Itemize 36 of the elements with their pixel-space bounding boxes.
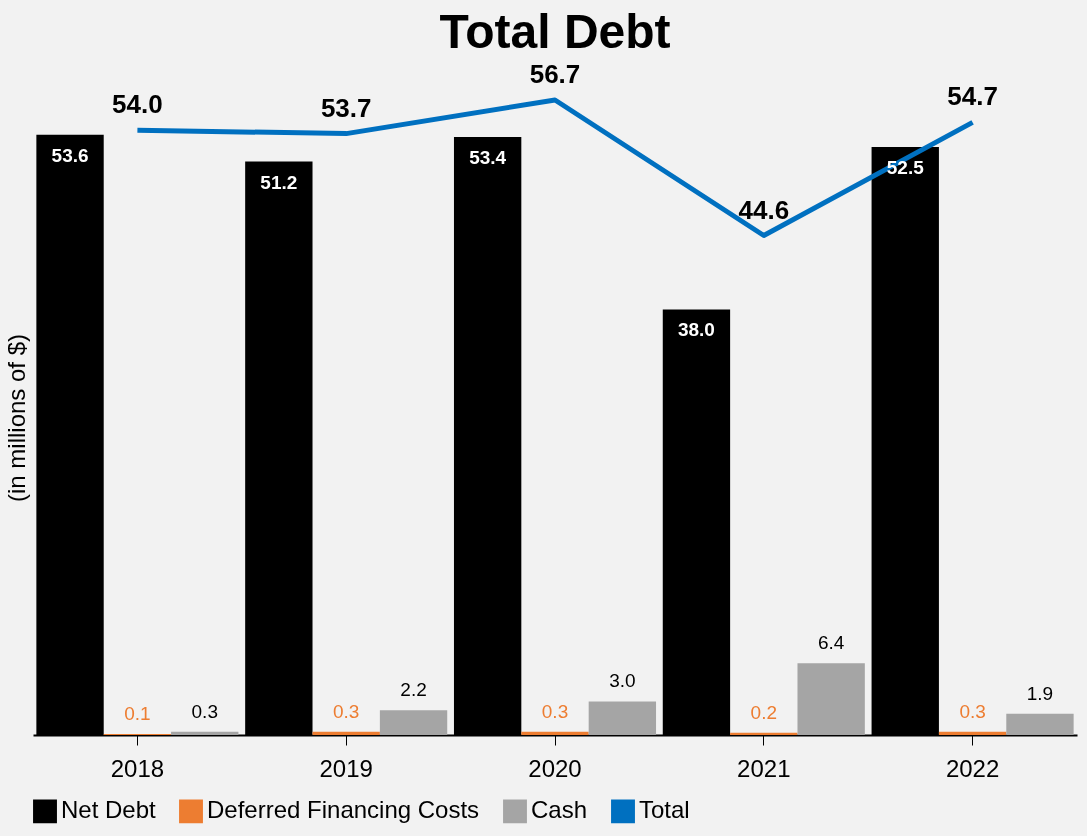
bar bbox=[1006, 713, 1074, 735]
data-label: 0.3 bbox=[332, 700, 360, 722]
y-axis-title: (in millions of $) bbox=[2, 333, 30, 503]
data-label: 53.4 bbox=[469, 146, 507, 168]
data-label: 51.2 bbox=[260, 171, 298, 193]
data-label: 53.7 bbox=[320, 92, 372, 123]
bar bbox=[521, 731, 589, 735]
data-label: 52.5 bbox=[886, 157, 925, 179]
legend-label: Deferred Financing Costs bbox=[207, 796, 480, 824]
data-label: 0.3 bbox=[959, 700, 986, 722]
legend-label: Net Debt bbox=[61, 796, 157, 824]
data-label: 54.7 bbox=[947, 81, 998, 112]
data-label: 1.9 bbox=[1026, 682, 1054, 704]
bar bbox=[797, 663, 865, 735]
x-tick-label: 2021 bbox=[737, 754, 791, 782]
data-label: 38.0 bbox=[677, 319, 715, 341]
data-label: 56.7 bbox=[529, 59, 581, 89]
bar bbox=[588, 701, 657, 735]
data-label: 53.6 bbox=[51, 144, 89, 166]
data-label: 6.4 bbox=[817, 632, 845, 654]
data-label: 0.3 bbox=[541, 700, 569, 722]
data-label: 0.1 bbox=[124, 702, 151, 724]
x-tick-label: 2022 bbox=[945, 754, 1000, 782]
bar bbox=[379, 710, 448, 735]
data-label: 3.0 bbox=[609, 670, 636, 692]
chart-title: Total Debt bbox=[439, 5, 671, 58]
data-label: 0.3 bbox=[191, 700, 218, 722]
x-tick-label: 2020 bbox=[528, 754, 582, 782]
x-tick-label: 2018 bbox=[110, 754, 165, 782]
data-label: 54.0 bbox=[112, 89, 163, 120]
legend-label: Cash bbox=[531, 796, 588, 824]
data-label: 44.6 bbox=[738, 194, 790, 225]
data-label: 2.2 bbox=[400, 679, 427, 701]
data-label: 0.2 bbox=[750, 701, 778, 723]
legend-label: Total bbox=[639, 796, 690, 824]
x-tick-label: 2019 bbox=[319, 754, 373, 782]
